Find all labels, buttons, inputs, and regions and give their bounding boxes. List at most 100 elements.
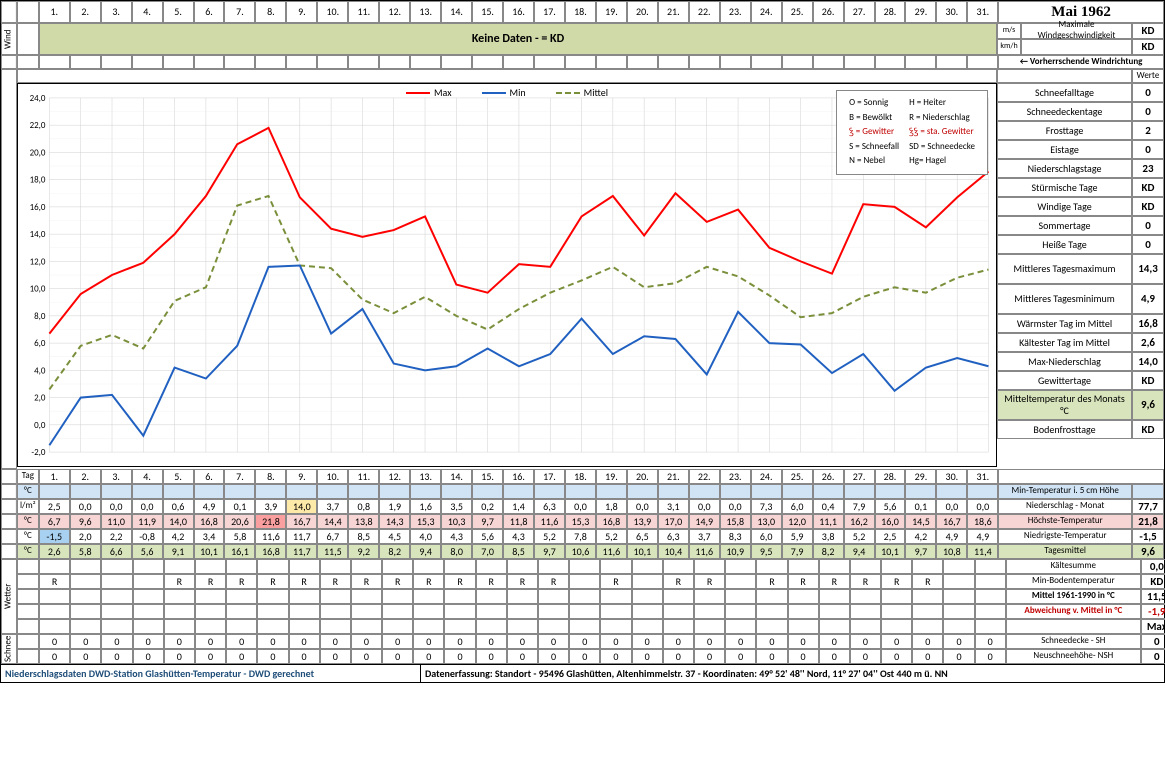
schnee-cell: 0 bbox=[632, 634, 663, 649]
lower-stat-value: -1,9 bbox=[1141, 604, 1165, 619]
schnee-cell: 0 bbox=[725, 649, 756, 664]
tag-day: 15. bbox=[472, 469, 503, 484]
tag-day: 20. bbox=[627, 469, 658, 484]
tag-day: 2. bbox=[70, 469, 101, 484]
data-cell: 5,2 bbox=[844, 529, 875, 544]
stat-label: Mitteltemperatur des Monats °C bbox=[997, 390, 1132, 420]
tag-label: Tag bbox=[17, 469, 39, 484]
stat-label: Windige Tage bbox=[997, 197, 1132, 216]
day-header: 20. bbox=[627, 1, 658, 23]
weather-cell bbox=[943, 574, 974, 589]
data-cell: 10,1 bbox=[627, 544, 658, 559]
schnee-cell: 0 bbox=[694, 649, 725, 664]
schnee-cell: 0 bbox=[70, 649, 101, 664]
row-total bbox=[1132, 484, 1164, 499]
data-cell: 4,0 bbox=[410, 529, 441, 544]
data-cell bbox=[658, 484, 689, 499]
schnee-cell: 0 bbox=[320, 634, 351, 649]
stat-label: Wärmster Tag im Mittel bbox=[997, 314, 1132, 333]
stat-value: 16,8 bbox=[1132, 314, 1164, 333]
schnee-cell: 0 bbox=[195, 634, 226, 649]
svg-text:14,0: 14,0 bbox=[30, 229, 46, 240]
data-cell: 14,0 bbox=[163, 514, 194, 529]
schnee-cell: 0 bbox=[413, 649, 444, 664]
data-cell: 16,8 bbox=[194, 514, 225, 529]
weather-cell: R bbox=[382, 574, 413, 589]
data-cell: -0,8 bbox=[132, 529, 163, 544]
data-cell: 3,7 bbox=[317, 499, 348, 514]
data-cell: 6,6 bbox=[101, 544, 132, 559]
schnee-cell: 0 bbox=[912, 649, 943, 664]
data-cell bbox=[39, 484, 70, 499]
temperature-chart: -2,00,02,04,06,08,010,012,014,016,018,02… bbox=[17, 83, 997, 467]
data-cell: 11,7 bbox=[286, 544, 317, 559]
weather-cell: R bbox=[600, 574, 631, 589]
data-cell: 5,2 bbox=[596, 529, 627, 544]
schnee-cell: 0 bbox=[788, 634, 819, 649]
schnee-cell: 0 bbox=[819, 634, 850, 649]
tag-day: 14. bbox=[441, 469, 472, 484]
data-cell: 9,2 bbox=[348, 544, 379, 559]
weather-legend-box: O = SonnigH = HeiterB = BewölktR = Niede… bbox=[836, 90, 988, 175]
schnee-cell: 0 bbox=[569, 634, 600, 649]
stat-value: 23 bbox=[1132, 159, 1164, 178]
data-cell: 11,9 bbox=[132, 514, 163, 529]
weather-cell: R bbox=[164, 574, 195, 589]
data-cell bbox=[503, 484, 534, 499]
data-cell bbox=[348, 484, 379, 499]
data-cell: 10,8 bbox=[936, 544, 967, 559]
data-cell: 11,5 bbox=[317, 544, 348, 559]
schnee-row-val: 0 bbox=[1141, 649, 1165, 664]
schnee-cell: 0 bbox=[663, 634, 694, 649]
data-cell bbox=[720, 484, 751, 499]
schnee-cell: 0 bbox=[39, 649, 70, 664]
schnee-cell: 0 bbox=[975, 649, 1006, 664]
tag-day: 11. bbox=[348, 469, 379, 484]
data-cell: 1,9 bbox=[379, 499, 410, 514]
day-header: 15. bbox=[472, 1, 503, 23]
unit-label: °C bbox=[17, 529, 39, 544]
weather-cell: R bbox=[320, 574, 351, 589]
legend-min: Min bbox=[510, 86, 526, 99]
data-cell: 10,1 bbox=[194, 544, 225, 559]
stat-label: Schneedeckentage bbox=[997, 102, 1132, 121]
data-cell: 2,5 bbox=[39, 499, 70, 514]
data-cell: 18,6 bbox=[967, 514, 998, 529]
tag-day: 6. bbox=[194, 469, 225, 484]
data-cell: 16,8 bbox=[596, 514, 627, 529]
stat-label: Frosttage bbox=[997, 121, 1132, 140]
wind-direction-label: ← Vorherrschende Windrichtung bbox=[998, 55, 1164, 69]
stat-value: 0 bbox=[1132, 102, 1164, 121]
schnee-cell: 0 bbox=[70, 634, 101, 649]
data-cell: 10,3 bbox=[441, 514, 472, 529]
data-cell: 9,4 bbox=[410, 544, 441, 559]
weather-cell: R bbox=[476, 574, 507, 589]
schnee-cell: 0 bbox=[382, 649, 413, 664]
data-cell: 13,9 bbox=[627, 514, 658, 529]
lower-stat-value: 0,0 bbox=[1141, 559, 1165, 574]
weather-cell bbox=[975, 574, 1006, 589]
wind-ms-val: KD bbox=[1132, 23, 1164, 39]
tag-day: 4. bbox=[132, 469, 163, 484]
schnee-cell: 0 bbox=[632, 649, 663, 664]
data-cell bbox=[194, 484, 225, 499]
unit-label: °C bbox=[17, 544, 39, 559]
data-cell: 4,2 bbox=[905, 529, 936, 544]
row-label: Tagesmittel bbox=[998, 544, 1132, 559]
svg-text:20,0: 20,0 bbox=[30, 147, 46, 158]
tag-day: 10. bbox=[317, 469, 348, 484]
footer-left: Niederschlagsdaten DWD-Station Glashütte… bbox=[1, 665, 421, 682]
data-cell: 0,1 bbox=[905, 499, 936, 514]
data-cell bbox=[689, 484, 720, 499]
schnee-cell: 0 bbox=[226, 649, 257, 664]
data-cell: 11,7 bbox=[286, 529, 317, 544]
data-cell: 6,3 bbox=[534, 499, 565, 514]
data-cell: 4,2 bbox=[163, 529, 194, 544]
data-cell: 16,2 bbox=[844, 514, 875, 529]
stat-value: 2 bbox=[1132, 121, 1164, 140]
day-header: 17. bbox=[534, 1, 565, 23]
data-cell: 16,8 bbox=[255, 544, 286, 559]
weather-cell: R bbox=[881, 574, 912, 589]
tag-day: 16. bbox=[503, 469, 534, 484]
data-cell: 2,0 bbox=[70, 529, 101, 544]
